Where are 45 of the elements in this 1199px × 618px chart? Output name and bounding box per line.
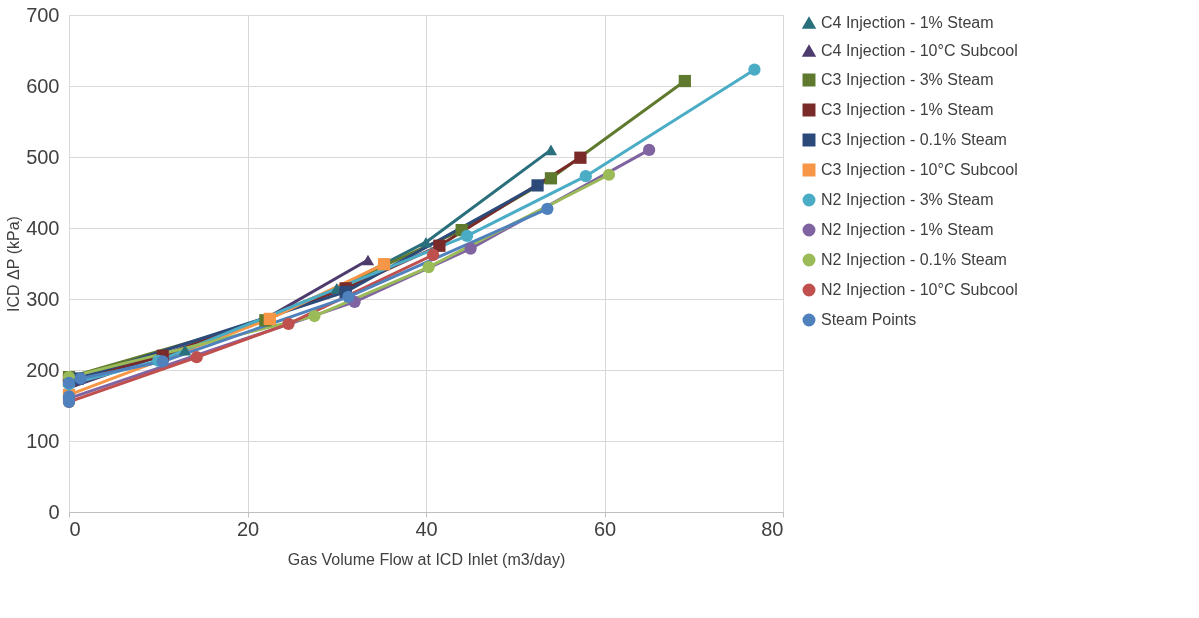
- y-axis-title: ICD ΔP (kPa): [5, 216, 23, 312]
- point: [602, 168, 616, 181]
- point: [460, 229, 474, 242]
- point: [427, 248, 440, 262]
- point: [178, 344, 192, 356]
- y-tick-label: 100: [26, 429, 60, 452]
- x-tick-label: 20: [236, 517, 260, 540]
- y-tick-label: 400: [26, 216, 60, 239]
- legend-label: Steam Points: [821, 311, 917, 328]
- point: [422, 260, 435, 274]
- point: [678, 74, 691, 88]
- legend-label: C3 Injection - 0.1% Steam: [821, 131, 1007, 148]
- y-tick-label: 0: [48, 500, 60, 523]
- legend-label: C3 Injection - 10°C Subcool: [821, 161, 1018, 178]
- point: [308, 309, 321, 323]
- y-tick-label: 700: [26, 3, 60, 26]
- legend-label: N2 Injection - 0.1% Steam: [821, 251, 1007, 268]
- point: [433, 239, 446, 252]
- legend-label: N2 Injection - 1% Steam: [821, 221, 994, 238]
- legend-label: C4 Injection - 10°C Subcool: [821, 42, 1018, 59]
- x-tick-label: 0: [69, 517, 81, 540]
- x-tick-label: 60: [593, 517, 617, 540]
- legend-label: C3 Injection - 1% Steam: [821, 101, 994, 118]
- point: [377, 258, 391, 271]
- point: [541, 202, 554, 215]
- point: [263, 312, 276, 325]
- point: [544, 144, 558, 156]
- point: [282, 317, 295, 330]
- x-tick-label: 80: [761, 517, 784, 540]
- x-tick-label: 40: [415, 517, 438, 540]
- point: [190, 351, 203, 364]
- legend-label: C3 Injection - 3% Steam: [821, 71, 994, 88]
- point: [544, 172, 558, 185]
- x-axis-title: Gas Volume Flow at ICD Inlet (m3/day): [287, 550, 566, 568]
- legend-label: C4 Injection - 1% Steam: [821, 14, 994, 31]
- point: [579, 170, 592, 183]
- y-tick-label: 300: [26, 287, 60, 310]
- y-tick-label: 600: [26, 74, 60, 97]
- legend-label: N2 Injection - 3% Steam: [821, 191, 994, 208]
- point: [643, 143, 656, 157]
- y-tick-label: 500: [26, 145, 60, 168]
- point: [419, 236, 433, 248]
- point: [342, 290, 355, 303]
- legend-label: N2 Injection - 10°C Subcool: [821, 281, 1018, 298]
- y-tick-label: 200: [26, 358, 60, 381]
